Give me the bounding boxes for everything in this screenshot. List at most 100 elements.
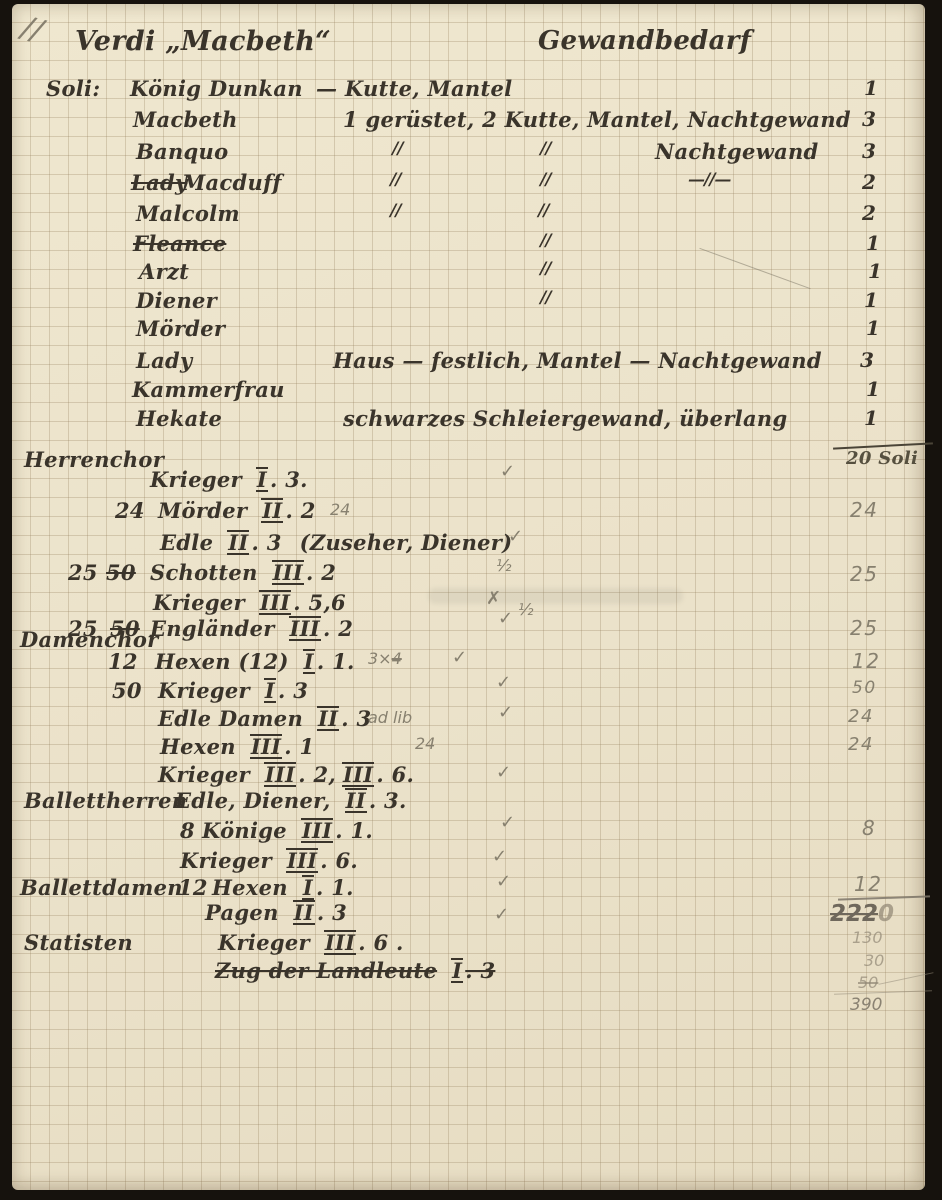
- act-roman-numeral: II: [261, 498, 284, 523]
- chor-row-text: Krieger III. 6.: [180, 848, 358, 873]
- chor-row-right-count: 50: [852, 678, 877, 698]
- soli-row-name: Banquo: [136, 139, 229, 164]
- scene-numbers: . 1.: [315, 875, 354, 900]
- section-label-ballettdamen: Ballettdamen: [20, 875, 183, 900]
- scene-numbers: . 3: [251, 530, 282, 555]
- ditto-mark: //: [540, 170, 551, 190]
- soli-row-desc: schwarzes Schleiergewand, überlang: [343, 406, 788, 431]
- ditto-mark: //: [540, 288, 551, 308]
- checkmark-icon: ✓: [500, 461, 516, 482]
- chor-row-text: Hexen (12) I. 1.: [155, 649, 355, 674]
- act-roman-numeral: III: [271, 560, 305, 585]
- scene-numbers: . 2: [285, 498, 316, 523]
- checkmark-icon: ✓: [496, 672, 512, 693]
- scene-numbers: . 6 .: [358, 930, 404, 955]
- scene-numbers: . 6.: [320, 848, 358, 873]
- chor-row-text: Schotten III. 2: [150, 560, 336, 585]
- chor-row-name: Könige: [202, 818, 287, 843]
- scene-numbers: . 1.: [316, 649, 355, 674]
- chor-row-text: Krieger I. 3: [158, 678, 308, 703]
- scene-numbers: . 3: [278, 678, 309, 703]
- checkmark-icon: ✓: [508, 526, 524, 547]
- act-roman-numeral: III: [342, 762, 375, 787]
- chor-row-name: Krieger: [153, 590, 245, 615]
- soli-row-count: 3: [860, 348, 875, 372]
- chor-row-pre: 24: [115, 498, 145, 523]
- chor-row-name: Engländer: [150, 616, 275, 641]
- chor-row-name: Pagen: [205, 900, 279, 925]
- act-roman-numeral: I: [255, 467, 268, 492]
- chor-row-name: Hexen: [160, 734, 236, 759]
- scene-numbers: . 2,: [298, 762, 336, 787]
- chor-row-pre-struck: 50: [106, 560, 136, 585]
- calc-number: 30: [864, 951, 885, 970]
- soli-row-name-struck: Fleance: [133, 231, 227, 256]
- soli-row-name: Kammerfrau: [132, 377, 285, 402]
- chor-row-right-count: 24: [850, 498, 879, 522]
- ditto-mark: //: [390, 201, 401, 221]
- act-roman-numeral: III: [300, 818, 334, 843]
- chor-row-text: Engländer III. 2: [150, 616, 353, 641]
- soli-row-count: 1: [866, 316, 881, 340]
- checkmark-icon: ✓: [496, 762, 512, 783]
- chor-row-text: Krieger III. 6 .: [218, 930, 404, 955]
- scene-numbers: . 3: [341, 706, 372, 731]
- soli-row-desc: Haus — festlich, Mantel — Nachtgewand: [333, 348, 822, 373]
- chor-row-name: Zug der Landleute: [215, 958, 438, 983]
- section-label-ballettherren: Ballettherren: [24, 788, 188, 813]
- scene-numbers: . 2: [323, 616, 354, 641]
- pencil-note: ad lib: [368, 708, 413, 727]
- grand-total-struck: 2220: [830, 901, 894, 927]
- ditto-mark: //: [540, 259, 551, 279]
- soli-row-count: 2: [862, 170, 877, 194]
- act-roman-numeral: II: [317, 706, 340, 731]
- chor-row-right-count: 24: [848, 706, 874, 727]
- chor-row-text: Edle, Diener, II. 3.: [175, 788, 407, 813]
- chor-row-name: Hexen: [212, 875, 288, 900]
- scene-numbers: . 5,6: [293, 590, 346, 615]
- soli-row-name: Mörder: [136, 316, 226, 341]
- scene-numbers: . 3.: [270, 467, 308, 492]
- scene-numbers: . 6.: [376, 762, 415, 787]
- act-roman-numeral: II: [344, 788, 367, 813]
- chor-row-name: Mörder: [158, 498, 248, 523]
- soli-row-count: 3: [862, 139, 877, 163]
- checkmark-icon: ✓: [500, 812, 516, 833]
- chor-row-text: Krieger I. 3.: [150, 467, 308, 492]
- soli-row-name: Lady: [136, 348, 193, 373]
- soli-row-name: Arzt: [139, 259, 190, 284]
- grand-total-digits: 222: [830, 901, 879, 927]
- checkmark-icon: ✓: [498, 702, 514, 723]
- cross-mark-icon: ✗: [486, 588, 502, 609]
- page-title: Verdi „Macbeth“: [75, 26, 331, 57]
- chor-row-name: Schotten: [150, 560, 258, 585]
- checkmark-icon: ✓: [452, 647, 468, 668]
- ditto-mark: //: [540, 139, 551, 159]
- calc-sum: 390: [850, 995, 883, 1015]
- soli-row-count: 1: [864, 406, 879, 430]
- act-roman-numeral: I: [451, 958, 464, 983]
- soli-row-desc: — Kutte, Mantel: [316, 76, 513, 101]
- soli-row-name: Macduff: [182, 170, 282, 195]
- chor-row-text: Mörder II. 2: [158, 498, 316, 523]
- soli-row-name-struck: Lady: [131, 170, 188, 195]
- ditto-mark: —//—: [688, 170, 731, 190]
- soli-row-count: 1: [866, 377, 881, 401]
- ditto-mark: //: [392, 139, 403, 159]
- soli-row-name: Diener: [136, 288, 218, 313]
- chor-row-name: Krieger: [180, 848, 272, 873]
- pencil-note: ½: [518, 600, 534, 619]
- chor-row-pre: 25: [68, 616, 98, 641]
- soli-row-name: Macbeth: [133, 107, 238, 132]
- soli-row-name: König Dunkan: [130, 76, 303, 101]
- act-roman-numeral: I: [302, 649, 315, 674]
- chor-row-right-count: 25: [850, 562, 879, 586]
- act-roman-numeral: III: [285, 848, 319, 873]
- chor-row-text: Hexen III. 1: [160, 734, 314, 759]
- soli-row-desc: 1 gerüstet, 2 Kutte, Mantel, Nachtgewand: [343, 107, 851, 132]
- scene-numbers: . 3: [465, 958, 496, 983]
- act-roman-numeral: III: [288, 616, 321, 641]
- soli-row-name: Hekate: [136, 406, 223, 431]
- act-roman-numeral: III: [249, 734, 283, 759]
